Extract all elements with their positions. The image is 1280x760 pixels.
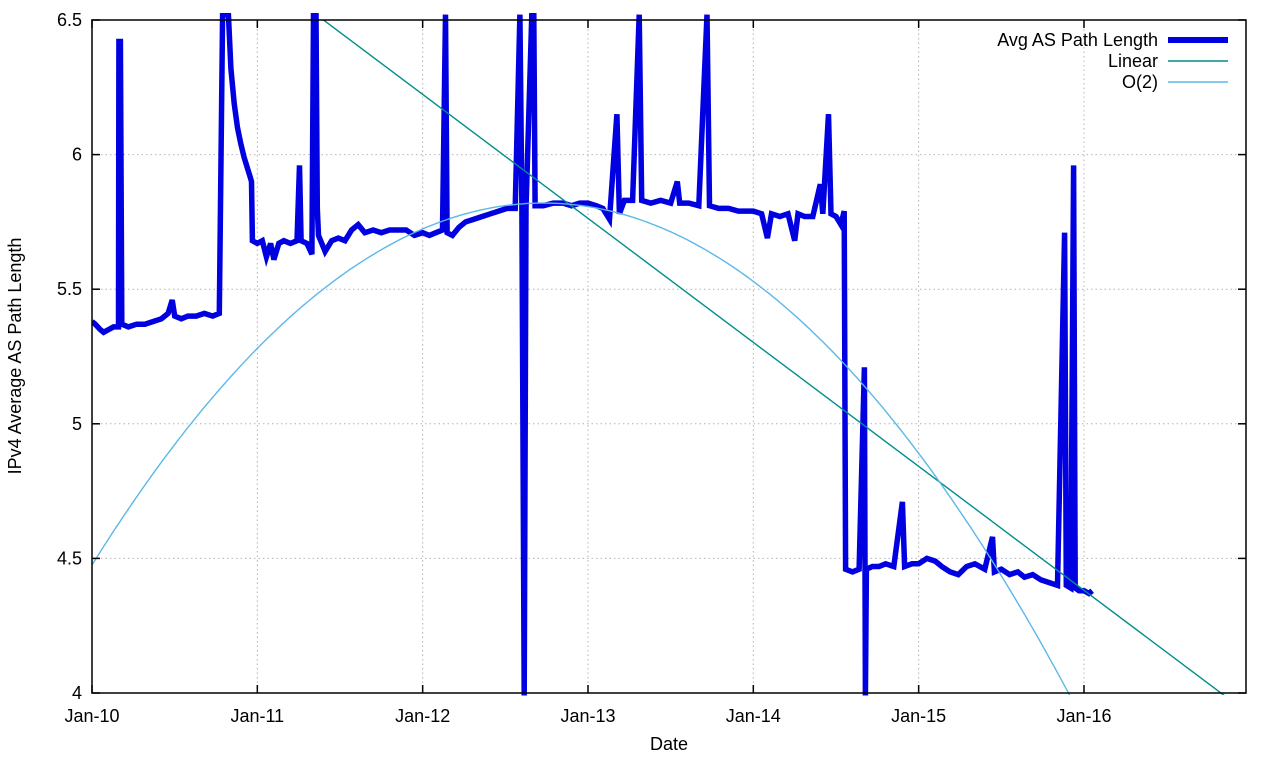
x-tick-label: Jan-11 [230,706,284,726]
x-tick-label: Jan-14 [726,706,781,726]
y-tick-label: 5 [72,414,82,434]
x-axis-title: Date [650,734,688,754]
data-series [92,13,1225,696]
x-tick-label: Jan-13 [560,706,615,726]
y-tick-label: 6.5 [57,10,82,30]
legend-label: O(2) [1122,72,1158,92]
series-avg-as-path-length [92,13,1094,696]
tick-labels: Jan-10 Jan-11 Jan-12 Jan-13 Jan-14 Jan-15 Jan-… [57,10,1112,726]
x-tick-label: Jan-15 [891,706,946,726]
y-tick-label: 4.5 [57,548,82,568]
grid-lines [92,20,1246,693]
legend-label: Avg AS Path Length [997,30,1158,50]
y-tick-label: 4 [72,683,82,703]
plot-frame [91,19,1247,694]
x-tick-label: Jan-16 [1056,706,1111,726]
x-tick-label: Jan-12 [395,706,450,726]
y-tick-label: 5.5 [57,279,82,299]
x-tick-label: Jan-10 [64,706,119,726]
y-tick-label: 6 [72,145,82,165]
series-o-2- [92,202,1071,695]
legend-label: Linear [1108,51,1158,71]
y-axis-title: IPv4 Average AS Path Length [5,238,25,475]
series-linear [322,20,1225,695]
plot-border [91,19,1247,694]
